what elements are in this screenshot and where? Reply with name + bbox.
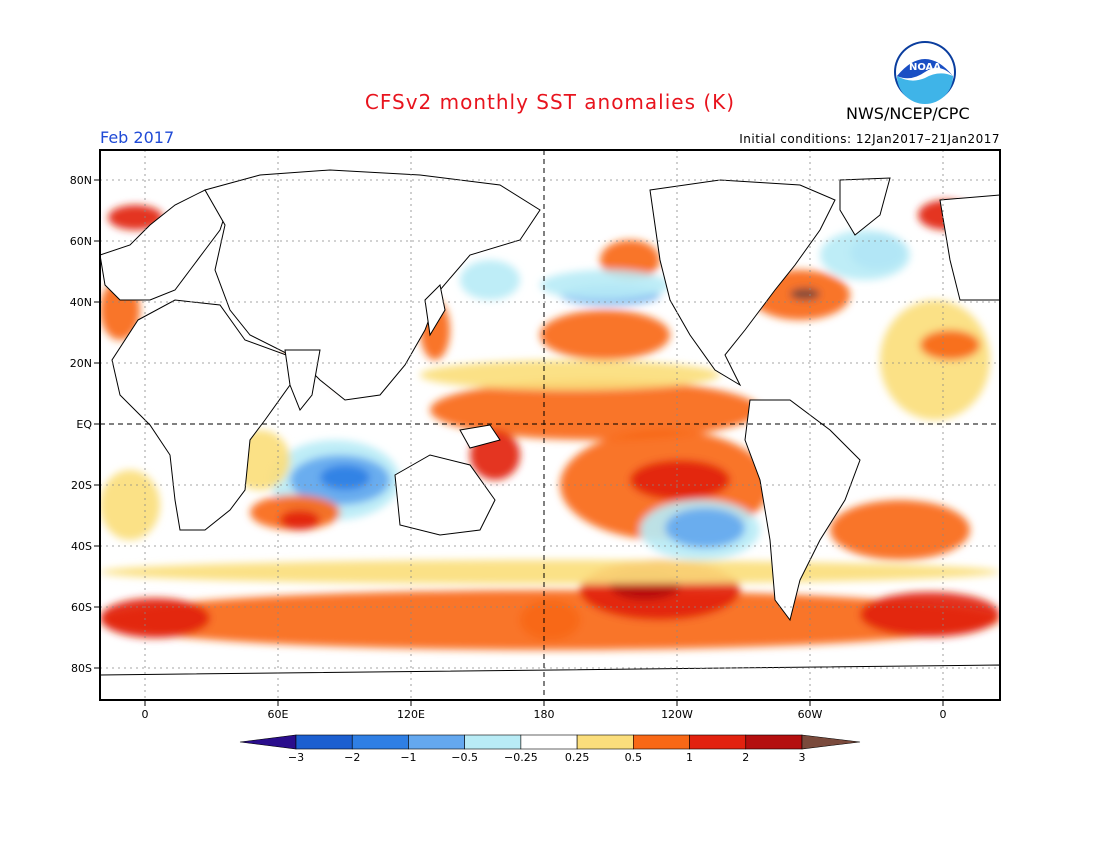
colorbar-high-arrow bbox=[801, 734, 861, 750]
landmass bbox=[839, 177, 891, 236]
landmass bbox=[284, 349, 321, 411]
colorbar-label: −0.5 bbox=[451, 751, 478, 764]
landmass bbox=[394, 454, 496, 536]
colorbar-label: 0.5 bbox=[625, 751, 643, 764]
anomaly-blob bbox=[420, 360, 720, 390]
anomaly-blob bbox=[860, 592, 1000, 637]
colorbar-swatch bbox=[408, 734, 465, 750]
anomaly-blob bbox=[100, 598, 210, 638]
map-frame bbox=[99, 149, 1001, 701]
colorbar-swatch bbox=[295, 734, 353, 750]
anomaly-blob bbox=[880, 300, 990, 420]
lon-tick-label: 120E bbox=[397, 708, 425, 721]
initial-conditions: Initial conditions: 12Jan2017–21Jan2017 bbox=[739, 132, 1000, 146]
noaa-logo: NOAA bbox=[894, 41, 956, 104]
colorbar-label: 1 bbox=[686, 751, 693, 764]
lat-tick-label: 40N bbox=[70, 296, 92, 309]
landmass bbox=[744, 399, 861, 622]
lat-tick-label: 20N bbox=[70, 357, 92, 370]
anomaly-blob bbox=[460, 260, 520, 300]
lon-tick-label: 60E bbox=[268, 708, 289, 721]
anomaly-blob bbox=[100, 470, 160, 540]
colorbar-label: 3 bbox=[799, 751, 806, 764]
agency-label: NWS/NCEP/CPC bbox=[846, 104, 970, 123]
lat-tick-label: 80S bbox=[71, 662, 92, 675]
landmass bbox=[459, 424, 501, 449]
anomaly-blob bbox=[630, 460, 730, 500]
anomaly-blob bbox=[430, 380, 760, 440]
landmass bbox=[424, 283, 446, 337]
anomaly-blob bbox=[600, 240, 660, 280]
landmass bbox=[100, 189, 231, 301]
anomaly-blob bbox=[520, 600, 580, 640]
lat-tick-label: 60S bbox=[71, 601, 92, 614]
colorbar-label: −1 bbox=[400, 751, 416, 764]
lat-tick-label: EQ bbox=[76, 418, 92, 431]
lon-tick-label: 0 bbox=[940, 708, 947, 721]
lon-tick-label: 180 bbox=[534, 708, 555, 721]
forecast-month: Feb 2017 bbox=[100, 128, 175, 147]
map-title: CFSv2 monthly SST anomalies (K) bbox=[364, 90, 736, 114]
colorbar-swatch bbox=[745, 734, 803, 750]
colorbar-swatch bbox=[689, 734, 747, 750]
anomaly-field bbox=[100, 150, 1000, 700]
lat-tick-label: 80N bbox=[70, 174, 92, 187]
noaa-logo-text: NOAA bbox=[909, 62, 941, 73]
anomaly-blob bbox=[920, 330, 980, 360]
anomaly-blob bbox=[540, 310, 670, 360]
colorbar-label: −3 bbox=[288, 751, 304, 764]
colorbar-label: −0.25 bbox=[504, 751, 538, 764]
landmass bbox=[939, 194, 1000, 301]
colorbar-label: 0.25 bbox=[565, 751, 590, 764]
colorbar-label: −2 bbox=[344, 751, 360, 764]
colorbar-label: 2 bbox=[742, 751, 749, 764]
colorbar-low-arrow bbox=[239, 734, 297, 750]
lon-tick-label: 120W bbox=[661, 708, 693, 721]
anomaly-blob bbox=[280, 510, 320, 530]
lon-tick-label: 0 bbox=[142, 708, 149, 721]
lat-tick-label: 40S bbox=[71, 540, 92, 553]
anomaly-blob bbox=[540, 270, 670, 300]
colorbar-swatch bbox=[576, 734, 634, 750]
anomaly-blob bbox=[108, 205, 163, 230]
colorbar-swatch bbox=[351, 734, 409, 750]
axis-ticks: 80N 60N 40N 20N EQ 20S 40S 60S 80S 0 60E 120E 180 120… bbox=[70, 174, 947, 721]
anomaly-blob bbox=[100, 560, 1000, 584]
lat-tick-label: 20S bbox=[71, 479, 92, 492]
landmass bbox=[649, 179, 836, 387]
anomaly-blob bbox=[665, 508, 745, 548]
anomaly-blob bbox=[830, 500, 970, 560]
colorbar-swatch bbox=[464, 734, 522, 750]
landmass bbox=[204, 169, 541, 401]
anomaly-blob bbox=[820, 230, 910, 280]
anomaly-blob bbox=[320, 465, 370, 490]
lon-tick-label: 60W bbox=[798, 708, 823, 721]
lat-tick-label: 60N bbox=[70, 235, 92, 248]
anomaly-blob bbox=[790, 288, 820, 300]
graticule bbox=[100, 150, 1000, 700]
color-scale-bar: −3 −2 −1 −0.5 −0.25 0.25 0.5 1 2 3 bbox=[239, 734, 861, 764]
colorbar-swatch bbox=[520, 734, 578, 750]
colorbar-swatch bbox=[633, 734, 690, 750]
